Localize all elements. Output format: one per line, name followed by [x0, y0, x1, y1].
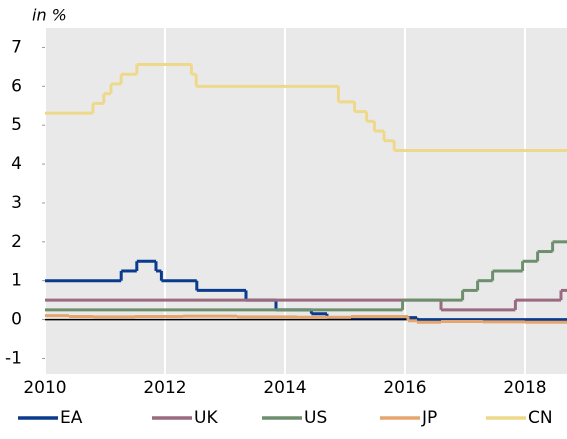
y-tick-label: 2 [11, 232, 22, 252]
legend-label: EA [60, 408, 83, 428]
y-tick-label: 1 [11, 271, 22, 291]
y-tick-label: 0 [11, 310, 22, 330]
x-tick-label: 2010 [23, 378, 66, 398]
y-tick-label: 3 [11, 193, 22, 213]
x-tick-label: 2018 [503, 378, 546, 398]
x-tick-label: 2016 [383, 378, 426, 398]
legend-label: CN [528, 408, 553, 428]
y-tick-label: 6 [11, 76, 22, 96]
y-tick-label: 5 [11, 115, 22, 135]
legend-label: UK [194, 408, 218, 428]
y-tick-label: -1 [5, 348, 22, 368]
y-tick-label: 4 [11, 154, 22, 174]
legend-label: JP [421, 408, 437, 428]
y-tick-label: 7 [11, 37, 22, 57]
x-tick-label: 2012 [143, 378, 186, 398]
unit-label: in % [32, 6, 67, 25]
legend-label: US [304, 408, 327, 428]
x-tick-label: 2014 [263, 378, 306, 398]
